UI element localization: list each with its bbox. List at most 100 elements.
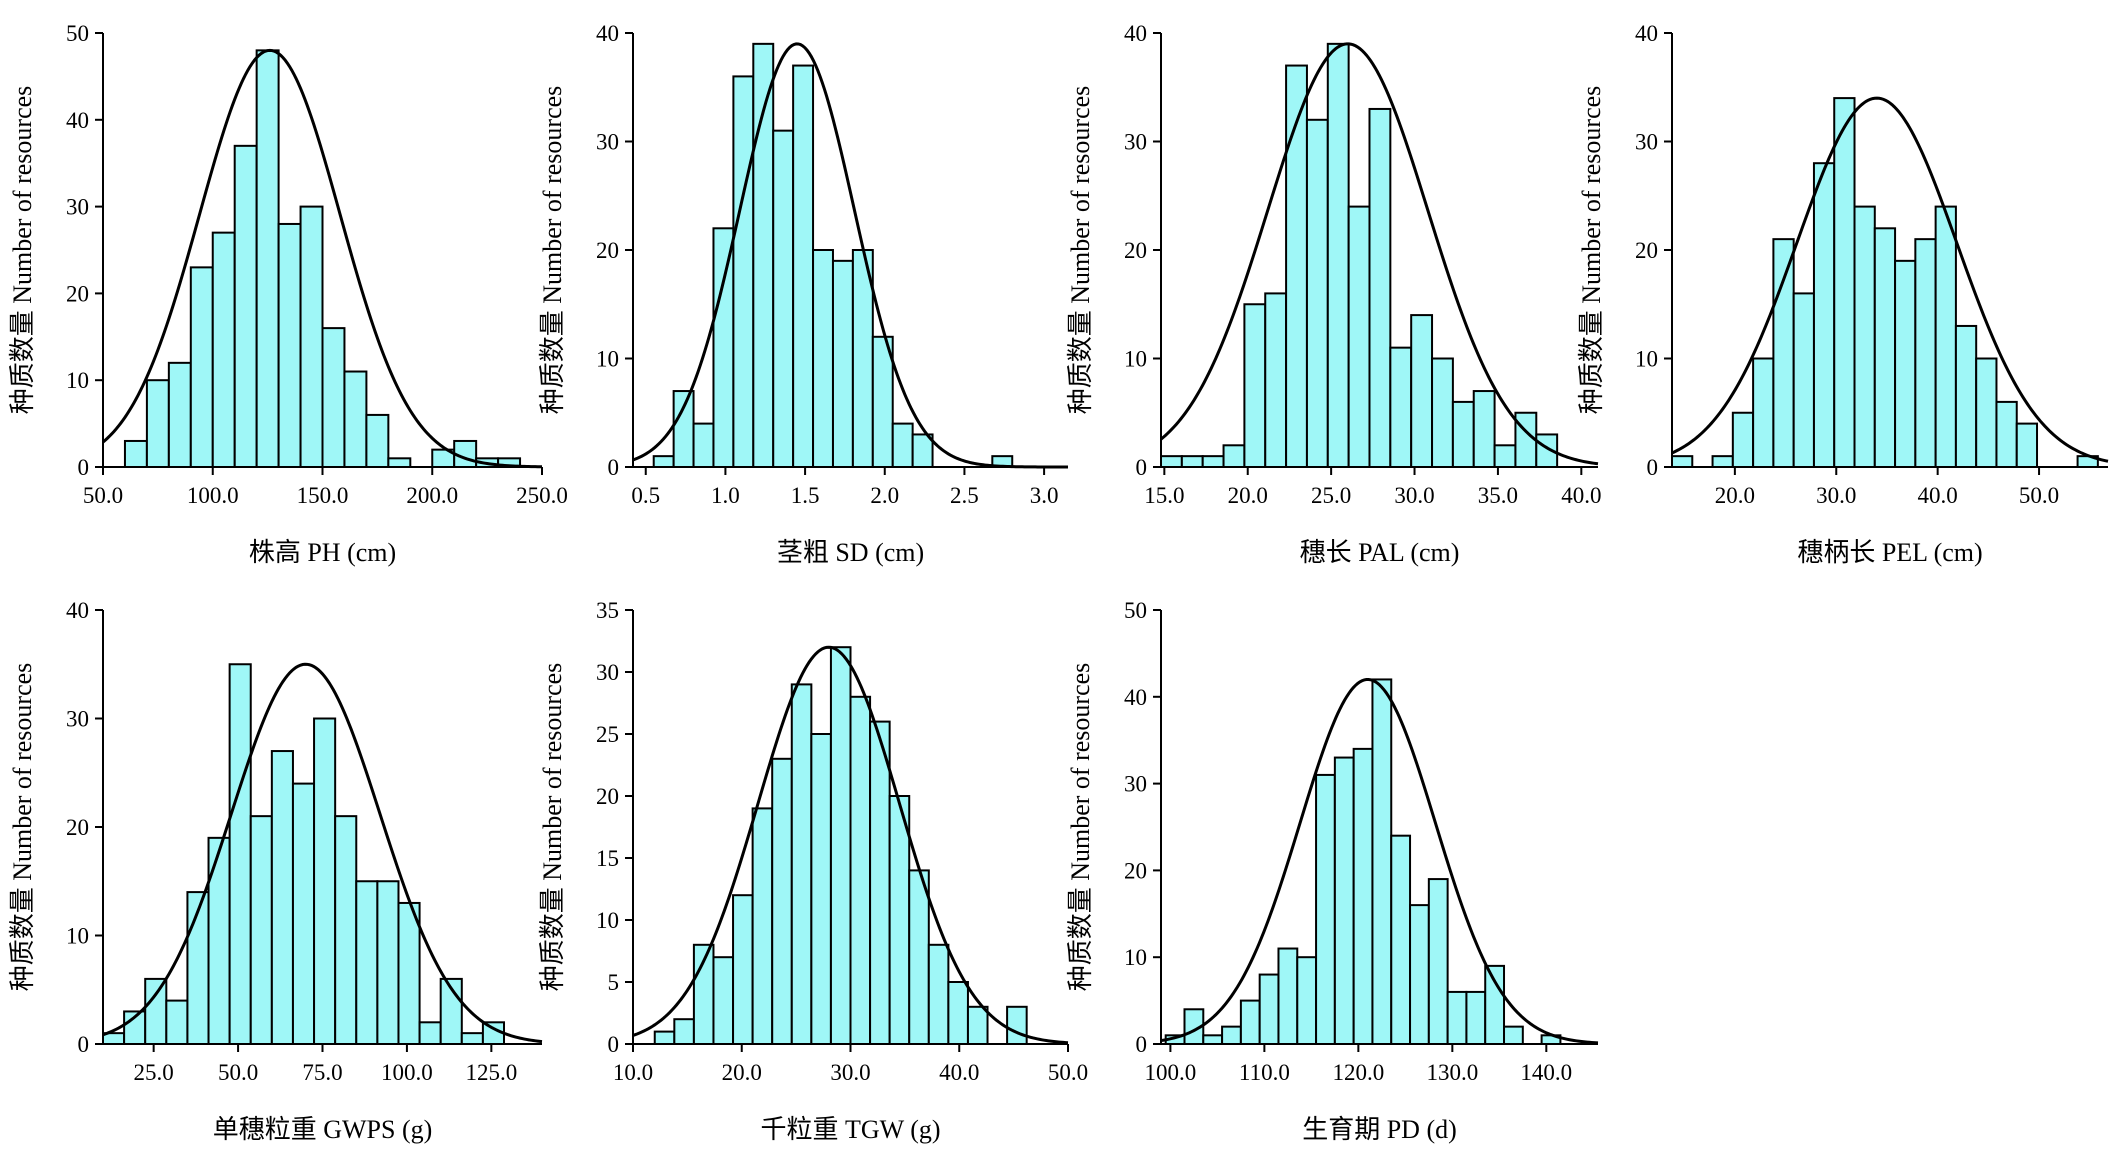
y-tick-label: 0 xyxy=(608,1032,620,1057)
x-tick-label: 140.0 xyxy=(1520,1060,1572,1085)
histogram-bar xyxy=(2015,422,2039,469)
y-tick-label: 20 xyxy=(1124,858,1147,883)
histogram-bar xyxy=(1873,227,1897,468)
histogram-bar xyxy=(1243,303,1267,468)
y-tick-label: 10 xyxy=(596,347,619,372)
x-tick-label: 0.5 xyxy=(631,483,660,508)
histogram-bar xyxy=(365,413,390,469)
histogram-bar xyxy=(947,981,969,1045)
histogram-bar xyxy=(1347,205,1371,468)
x-tick-label: 75.0 xyxy=(302,1060,342,1085)
x-tick-label: 250.0 xyxy=(516,483,568,508)
x-tick-label: 50.0 xyxy=(83,483,123,508)
x-tick-label: 100.0 xyxy=(381,1060,433,1085)
y-tick-label: 0 xyxy=(78,455,90,480)
histogram-bar xyxy=(831,259,854,468)
histogram-bar xyxy=(1221,1025,1242,1046)
histogram-panel: 15.0 20.0 25.0 30.0 35.0 40.0 0 10 20 30 40 穗长 PAL … xyxy=(1066,21,1601,567)
histogram-bar xyxy=(1752,357,1775,468)
histogram-bar xyxy=(1264,292,1288,468)
histogram-bar xyxy=(145,379,170,469)
x-tick-label: 25.0 xyxy=(1311,483,1351,508)
histogram-bar xyxy=(1995,400,2018,468)
histogram-bar xyxy=(1894,259,1917,468)
histogram-bar xyxy=(343,370,368,468)
histogram-bar xyxy=(167,361,192,468)
histogram-bar xyxy=(1792,292,1815,468)
histogram-bar xyxy=(1315,773,1336,1045)
x-tick-label: 3.0 xyxy=(1030,483,1059,508)
normal-curve xyxy=(1160,42,1599,466)
histogram-panel: 0.5 1.0 1.5 2.0 2.5 3.0 0 10 20 30 40 茎粗 SD (cm) 种质数… xyxy=(538,21,1068,567)
histogram-bar xyxy=(270,750,294,1045)
histogram-bar xyxy=(1465,990,1487,1045)
histogram-bar xyxy=(771,757,793,1045)
histogram-bar xyxy=(249,815,273,1046)
x-axis-title: 株高 PH (cm) xyxy=(249,538,396,567)
x-tick-label: 40.0 xyxy=(939,1060,979,1085)
x-tick-label: 20.0 xyxy=(722,1060,762,1085)
y-tick-label: 10 xyxy=(1635,347,1658,372)
histogram-bar xyxy=(927,943,950,1045)
x-axis-title: 单穗粒重 GWPS (g) xyxy=(213,1115,433,1144)
histogram-bar xyxy=(1833,97,1856,468)
y-tick-label: 20 xyxy=(1635,238,1658,263)
x-tick-label: 10.0 xyxy=(613,1060,653,1085)
histogram-bar xyxy=(1484,964,1506,1046)
y-tick-label: 15 xyxy=(596,846,619,871)
y-tick-label: 30 xyxy=(596,130,619,155)
histogram-bar xyxy=(1305,118,1329,469)
y-tick-label: 40 xyxy=(1635,21,1658,46)
histogram-bar xyxy=(376,880,400,1045)
x-tick-label: 1.5 xyxy=(791,483,820,508)
histogram-bar xyxy=(732,75,755,469)
x-tick-label: 1.0 xyxy=(711,483,740,508)
x-tick-label: 100.0 xyxy=(1145,1060,1197,1085)
y-axis-title: 种质数量 Number of resources xyxy=(8,663,37,992)
histogram-bar xyxy=(1239,999,1261,1045)
y-tick-label: 40 xyxy=(596,21,619,46)
histogram-bar xyxy=(692,422,715,469)
histogram-panel: 100.0 110.0 120.0 130.0 140.0 0 10 20 30 40 50 生育期 … xyxy=(1066,598,1599,1144)
y-tick-label: 0 xyxy=(78,1032,90,1057)
histogram-bar xyxy=(1853,205,1876,468)
x-tick-label: 30.0 xyxy=(1394,483,1434,508)
histogram-panel: 25.0 50.0 75.0 100.0 125.0 0 10 20 30 40 单穗粒重 GWPS… xyxy=(8,598,543,1144)
x-tick-label: 20.0 xyxy=(1228,483,1268,508)
histogram-bar xyxy=(189,266,214,468)
histogram-bar xyxy=(732,894,754,1046)
histogram-bar xyxy=(810,733,832,1045)
histogram-bar xyxy=(233,144,258,468)
histogram-bar xyxy=(672,390,695,468)
x-tick-label: 40.0 xyxy=(1561,483,1601,508)
histogram-bar xyxy=(1409,904,1430,1045)
y-tick-label: 50 xyxy=(1124,598,1147,623)
histogram-bar xyxy=(460,1032,484,1046)
histogram-bar xyxy=(888,795,911,1045)
x-tick-label: 35.0 xyxy=(1478,483,1518,508)
y-tick-label: 40 xyxy=(66,108,89,133)
y-tick-label: 30 xyxy=(1124,130,1147,155)
histogram-bar xyxy=(1934,205,1957,468)
histogram-bar xyxy=(1503,1025,1524,1046)
normal-curve xyxy=(1160,677,1599,1045)
y-tick-label: 20 xyxy=(596,784,619,809)
histogram-bar xyxy=(1202,1034,1224,1045)
histogram-bar xyxy=(1472,390,1496,468)
y-tick-label: 0 xyxy=(608,455,620,480)
x-tick-label: 40.0 xyxy=(1918,483,1958,508)
histogram-bar xyxy=(908,869,930,1046)
histogram-bar xyxy=(653,1030,676,1045)
histogram-bar xyxy=(387,457,412,469)
x-axis-title: 生育期 PD (d) xyxy=(1302,1115,1457,1144)
normal-curve xyxy=(102,662,543,1044)
y-tick-label: 20 xyxy=(66,815,89,840)
x-tick-label: 30.0 xyxy=(830,1060,870,1085)
histogram-bar xyxy=(792,64,815,469)
x-tick-label: 15.0 xyxy=(1144,483,1184,508)
histogram-bar xyxy=(144,977,168,1046)
y-tick-label: 10 xyxy=(66,368,89,393)
histogram-bar xyxy=(1812,162,1836,468)
x-tick-label: 150.0 xyxy=(297,483,349,508)
x-axis-title: 茎粗 SD (cm) xyxy=(777,538,924,567)
